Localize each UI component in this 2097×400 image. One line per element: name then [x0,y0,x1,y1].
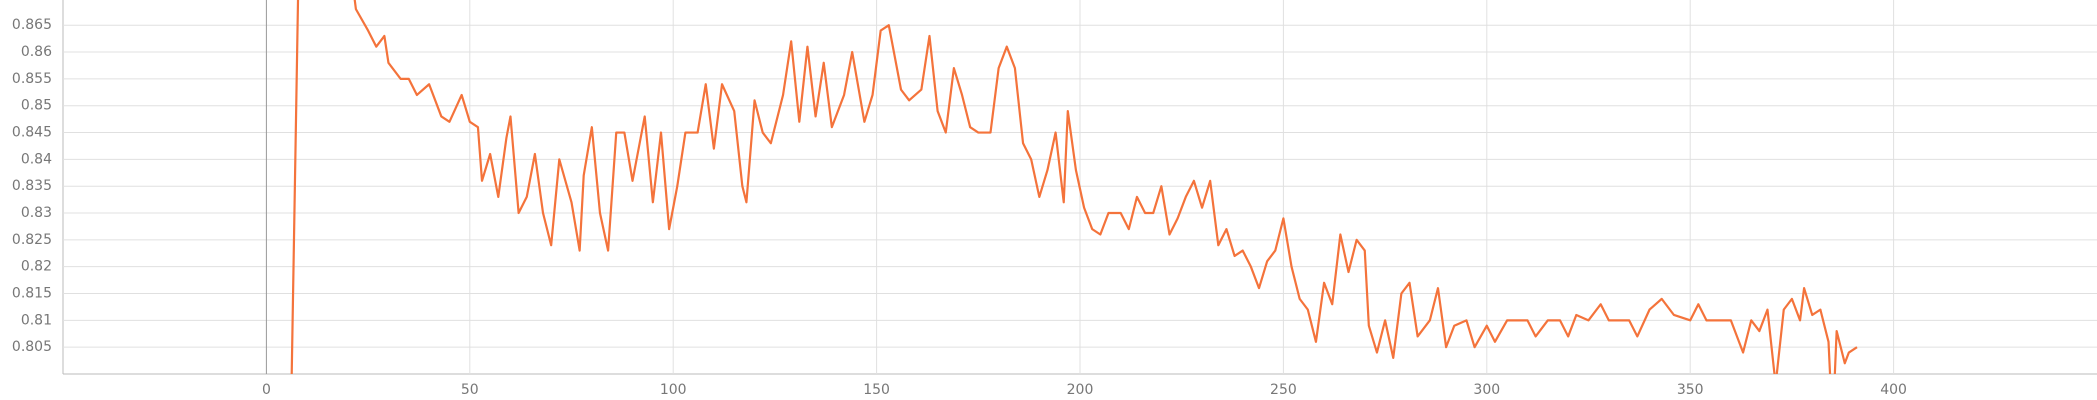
grid-layer: 0.805 0.81 0.815 0.82 0.825 0.83 0.835 0.84 0.84… [12,0,2097,398]
y-tick-label: 0.81 [21,312,52,328]
x-tick-label: 100 [660,382,687,398]
y-tick-label: 0.84 [21,151,52,167]
x-tick-label: 400 [1880,382,1907,398]
y-tick-label: 0.805 [12,339,52,355]
series-line [290,0,1858,374]
line-layer [290,0,1858,374]
y-tick-label: 0.82 [21,259,52,275]
x-tick-label: 300 [1473,382,1500,398]
y-tick-label: 0.86 [21,44,52,60]
y-tick-label: 0.825 [12,232,52,248]
x-tick-label: 250 [1270,382,1297,398]
x-tick-label: 0 [262,382,271,398]
y-tick-label: 0.83 [21,205,52,221]
x-tick-label: 150 [863,382,890,398]
y-tick-label: 0.865 [12,17,52,33]
y-tick-label: 0.85 [21,98,52,114]
x-tick-label: 200 [1067,382,1094,398]
x-tick-label: 50 [461,382,479,398]
y-tick-label: 0.855 [12,71,52,87]
y-tick-label: 0.815 [12,286,52,302]
y-tick-label: 0.845 [12,125,52,141]
x-tick-label: 350 [1677,382,1704,398]
y-tick-label: 0.835 [12,178,52,194]
